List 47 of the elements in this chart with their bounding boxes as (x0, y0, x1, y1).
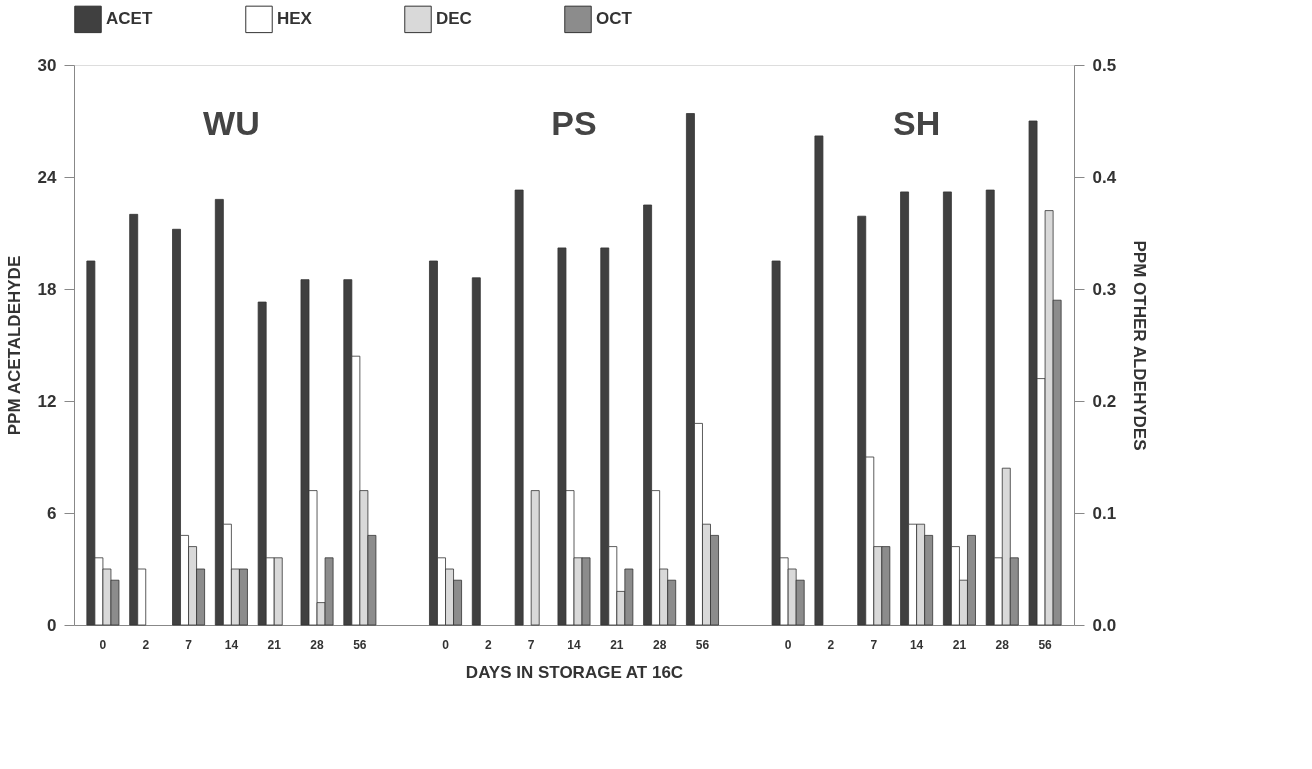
y-tick-label: 24 (37, 167, 58, 187)
x-tick-label: 2 (485, 637, 492, 652)
x-tick-label: 2 (142, 637, 150, 652)
x-tick-label: 56 (1038, 637, 1053, 652)
x-tick-label: 0 (784, 637, 792, 652)
x-tick-label: 2 (827, 637, 835, 652)
y2-tick-label: 0.4 (1092, 167, 1117, 187)
legend-label: DEC (436, 9, 472, 29)
x-tick-label: 14 (567, 637, 581, 652)
legend-label: OCT (596, 9, 633, 29)
x-tick-label: 14 (224, 637, 239, 652)
x-tick-label: 28 (995, 637, 1010, 652)
y2-tick-label: 0.5 (1092, 55, 1117, 75)
legend-label: HEX (277, 9, 313, 29)
y-tick-label: 12 (37, 391, 57, 411)
annotation: SH (893, 104, 941, 142)
x-tick-label: 7 (185, 637, 193, 652)
y2-tick-label: 0.3 (1092, 279, 1117, 299)
bar (471, 277, 481, 626)
y2-tick-label: 0.0 (1092, 615, 1117, 635)
x-tick-label: 7 (870, 637, 878, 652)
bar (514, 189, 524, 626)
y-tick-label: 0 (47, 615, 57, 635)
y-axis-title: PPM ACETALDEHYDE (4, 255, 24, 436)
legend-label: ACET (106, 9, 153, 29)
bar (530, 490, 540, 626)
y-tick-label: 6 (47, 503, 57, 523)
y2-tick-label: 0.2 (1092, 391, 1117, 411)
bar (814, 135, 824, 626)
x-tick-label: 28 (652, 637, 667, 652)
x-tick-label: 0 (99, 637, 107, 652)
y2-tick-label: 0.1 (1092, 503, 1117, 523)
x-tick-label: 7 (527, 637, 535, 652)
y2-axis-title: PPM OTHER ALDEHYDES (1130, 240, 1150, 451)
x-tick-label: 0 (442, 637, 450, 652)
x-tick-label: 56 (353, 637, 367, 652)
x-tick-label: 56 (695, 637, 710, 652)
annotation: PS (551, 104, 597, 142)
y-tick-label: 18 (37, 279, 57, 299)
y-tick-label: 30 (37, 55, 57, 75)
x-tick-label: 21 (610, 637, 624, 652)
x-tick-label: 14 (909, 637, 924, 652)
x-tick-label: 28 (310, 637, 325, 652)
x-tick-label: 21 (952, 637, 967, 652)
x-tick-label: 21 (267, 637, 282, 652)
annotation: WU (203, 104, 260, 142)
x-axis-title: DAYS IN STORAGE AT 16C (465, 662, 684, 682)
